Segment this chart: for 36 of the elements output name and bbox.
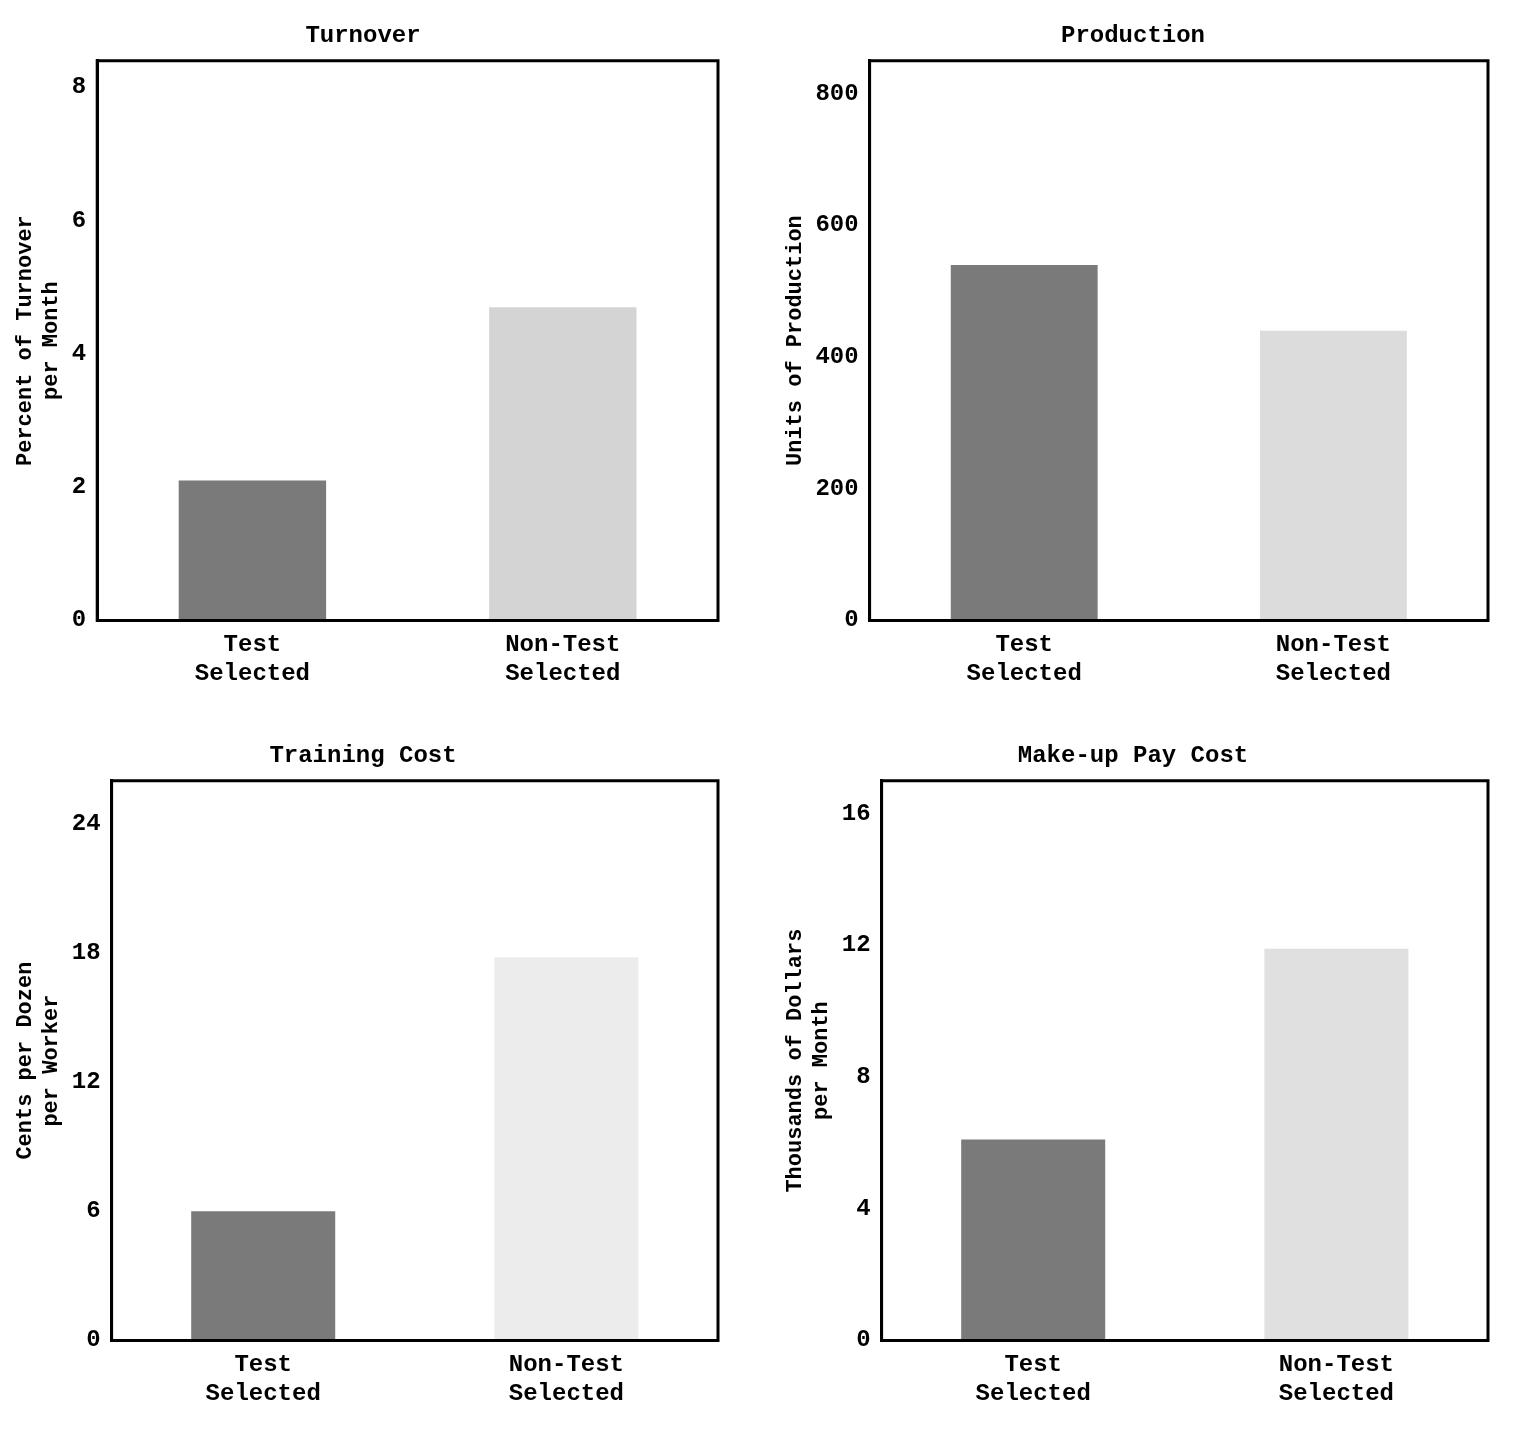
x-tick-label: Non-Test Selected xyxy=(508,1350,625,1407)
y-tick-label: 12 xyxy=(71,1068,101,1096)
y-tick-label: 0 xyxy=(86,1326,101,1354)
chart-title: Training Cost xyxy=(269,742,457,770)
y-tick-label: 8 xyxy=(856,1063,871,1091)
y-axis-title: Percent of Turnover per Month xyxy=(12,215,65,467)
y-tick-label: 18 xyxy=(71,939,101,967)
y-tick-label: 8 xyxy=(71,73,87,101)
y-tick-label: 16 xyxy=(841,799,871,827)
y-tick-label: 12 xyxy=(841,931,871,959)
x-tick-label: Test Selected xyxy=(205,1350,321,1407)
y-tick-label: 6 xyxy=(71,206,87,234)
y-tick-label: 24 xyxy=(71,809,101,837)
chart-title: Make-up Pay Cost xyxy=(1017,742,1249,770)
x-tick-label: Non-Test Selected xyxy=(1275,630,1392,687)
chart-title: Production xyxy=(1060,22,1206,50)
x-tick-label: Test Selected xyxy=(966,630,1082,687)
y-tick-label: 0 xyxy=(844,606,859,634)
y-tick-label: 600 xyxy=(815,211,859,239)
y-tick-label: 6 xyxy=(86,1197,101,1225)
x-tick-label: Test Selected xyxy=(975,1350,1091,1407)
x-tick-label: Test Selected xyxy=(194,630,311,687)
y-tick-label: 400 xyxy=(815,343,859,371)
y-tick-label: 0 xyxy=(856,1326,871,1354)
y-axis-title: Thousands of Dollars per Month xyxy=(782,928,835,1193)
y-tick-label: 200 xyxy=(815,474,859,502)
y-tick-label: 4 xyxy=(856,1194,871,1222)
y-axis-title: Cents per Dozen per Worker xyxy=(12,961,65,1160)
y-tick-label: 4 xyxy=(71,339,87,367)
y-tick-label: 800 xyxy=(815,79,859,107)
chart-title: Turnover xyxy=(305,22,421,50)
y-tick-label: 2 xyxy=(71,473,87,501)
y-axis-title: Units of Production xyxy=(782,215,808,467)
x-tick-label: Non-Test Selected xyxy=(505,630,621,687)
x-tick-label: Non-Test Selected xyxy=(1278,1350,1395,1407)
y-tick-label: 0 xyxy=(71,606,87,634)
